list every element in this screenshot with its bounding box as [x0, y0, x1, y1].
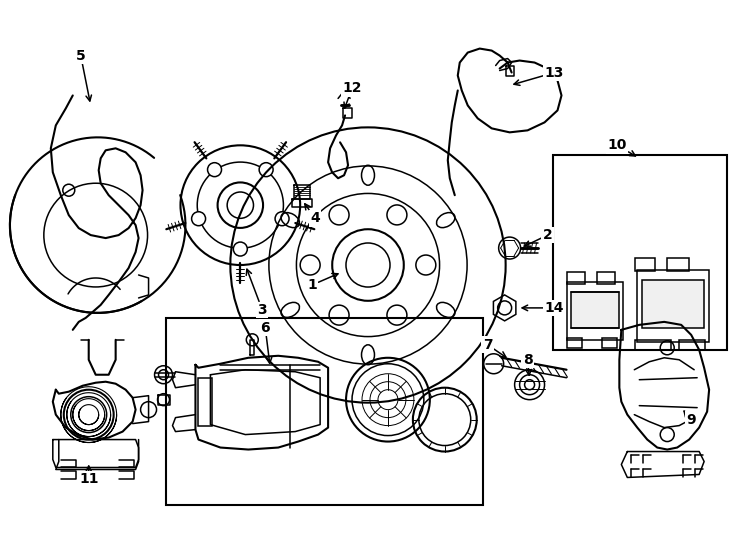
Bar	[636, 340, 671, 350]
Text: 1: 1	[308, 273, 338, 292]
Text: 13: 13	[514, 65, 564, 85]
Bar	[637, 270, 709, 342]
Circle shape	[259, 163, 273, 177]
Bar	[667, 258, 689, 271]
Circle shape	[192, 212, 206, 226]
Circle shape	[233, 242, 247, 256]
Circle shape	[208, 163, 222, 177]
Text: 12: 12	[342, 82, 362, 108]
Bar	[603, 338, 617, 348]
Bar	[567, 272, 586, 284]
Text: 8: 8	[523, 353, 532, 375]
Bar	[567, 282, 623, 340]
Bar	[597, 272, 615, 284]
Bar	[642, 280, 704, 328]
Text: 3: 3	[247, 269, 267, 317]
Bar	[567, 338, 583, 348]
Text: 14: 14	[522, 301, 564, 315]
Bar	[198, 377, 212, 426]
Text: 2: 2	[525, 228, 553, 246]
Text: 10: 10	[608, 138, 636, 156]
Bar	[166, 318, 483, 505]
Text: 6: 6	[261, 321, 272, 363]
Bar	[679, 340, 705, 350]
Bar	[572, 292, 619, 328]
Text: 5: 5	[76, 49, 92, 101]
Text: 11: 11	[79, 466, 98, 487]
Text: 4: 4	[305, 204, 320, 225]
Bar	[553, 156, 727, 350]
Circle shape	[275, 212, 289, 226]
Text: 7: 7	[483, 338, 506, 357]
Text: 9: 9	[684, 411, 696, 427]
Bar	[636, 258, 655, 271]
